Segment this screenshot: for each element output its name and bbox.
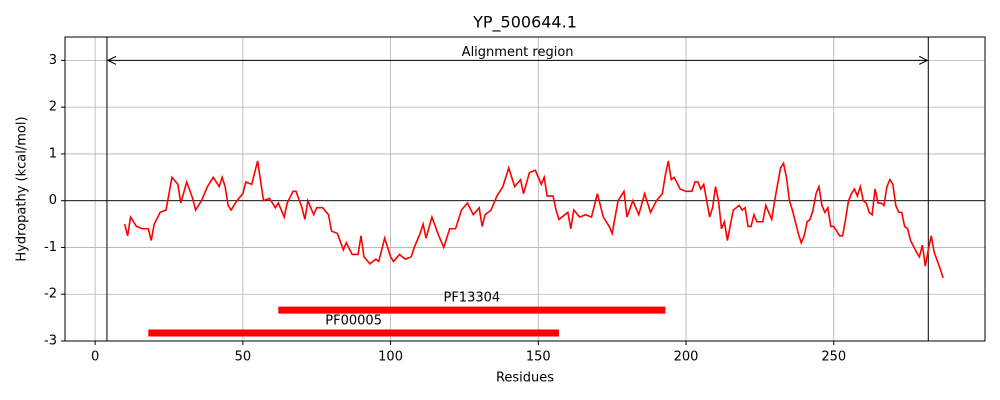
hydropathy-line: [123, 160, 944, 279]
x-axis-label: Residues: [496, 371, 554, 386]
x-tick-label: 100: [378, 350, 403, 365]
x-tick-label: 200: [674, 350, 699, 365]
y-tick-label: -3: [44, 334, 57, 349]
y-tick-label: 0: [49, 193, 57, 208]
x-tick-label: 0: [91, 350, 99, 365]
y-tick-label: -1: [44, 240, 57, 255]
plot-frame: [64, 36, 986, 342]
y-axis-label: Hydropathy (kcal/mol): [15, 116, 30, 261]
domain-label: PF13304: [443, 291, 500, 306]
x-tick-label: 250: [821, 350, 846, 365]
y-tick-label: 1: [49, 146, 57, 161]
region-label: Alignment region: [462, 45, 574, 60]
y-tick-label: 2: [49, 100, 57, 115]
chart-title: YP_500644.1: [472, 13, 577, 33]
x-tick-label: 50: [235, 350, 252, 365]
y-tick-label: -2: [44, 287, 57, 302]
domain-label: PF00005: [325, 314, 382, 329]
x-tick-label: 150: [526, 350, 551, 365]
y-tick-label: 3: [49, 53, 57, 68]
